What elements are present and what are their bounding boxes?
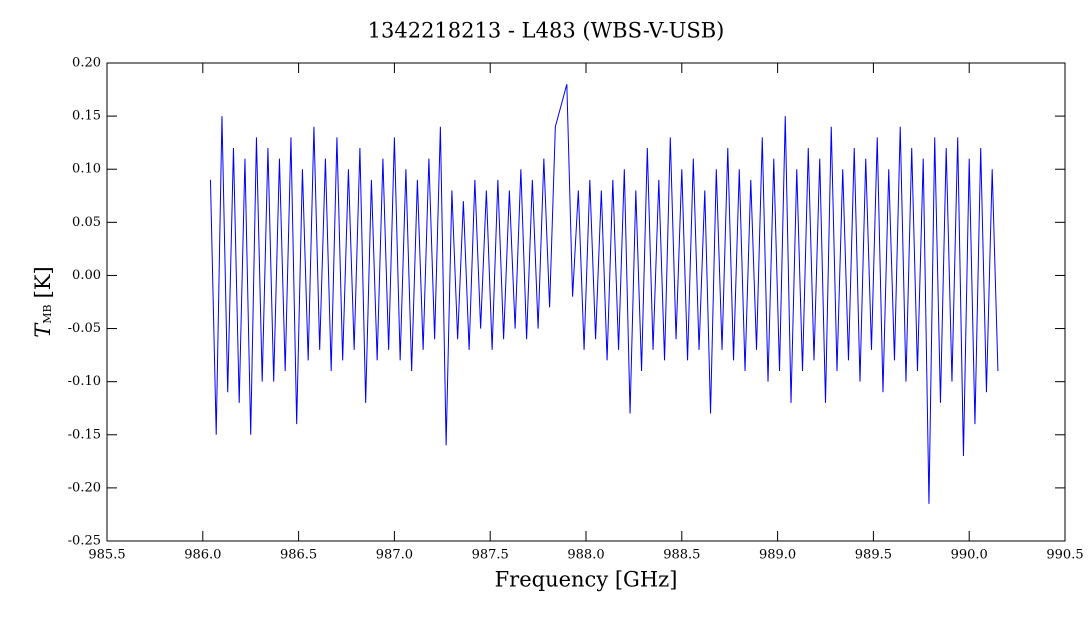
y-axis-label: TMB [K] (31, 266, 55, 337)
y-tick-label: 0.00 (72, 268, 101, 283)
y-tick-label: 0.10 (72, 162, 101, 177)
y-tick-label: -0.05 (68, 321, 101, 336)
x-tick-label: 989.0 (759, 548, 796, 563)
x-tick-label: 987.0 (376, 548, 413, 563)
x-tick-label: 986.0 (184, 548, 221, 563)
y-tick-label: 0.15 (72, 109, 101, 124)
y-tick-label: -0.25 (68, 534, 101, 549)
y-tick-label: 0.05 (72, 215, 101, 230)
y-tick-label: -0.20 (68, 480, 101, 495)
y-tick-label: 0.20 (72, 56, 101, 71)
y-tick-label: -0.10 (68, 374, 101, 389)
x-tick-label: 990.0 (951, 548, 988, 563)
x-tick-label: 989.5 (855, 548, 892, 563)
y-tick-label: -0.15 (68, 427, 101, 442)
x-tick-label: 988.0 (567, 548, 604, 563)
x-tick-label: 987.5 (472, 548, 509, 563)
y-label-unit: [K] (31, 266, 55, 298)
y-label-subscript: MB (41, 304, 54, 323)
x-tick-label: 988.5 (663, 548, 700, 563)
chart-title: 1342218213 - L483 (WBS-V-USB) (368, 19, 725, 43)
x-tick-label: 990.5 (1046, 548, 1083, 563)
x-tick-label: 985.5 (88, 548, 125, 563)
x-axis-label: Frequency [GHz] (495, 568, 678, 592)
y-label-symbol: T (31, 322, 55, 338)
spectrum-line (209, 84, 999, 504)
x-tick-label: 986.5 (280, 548, 317, 563)
